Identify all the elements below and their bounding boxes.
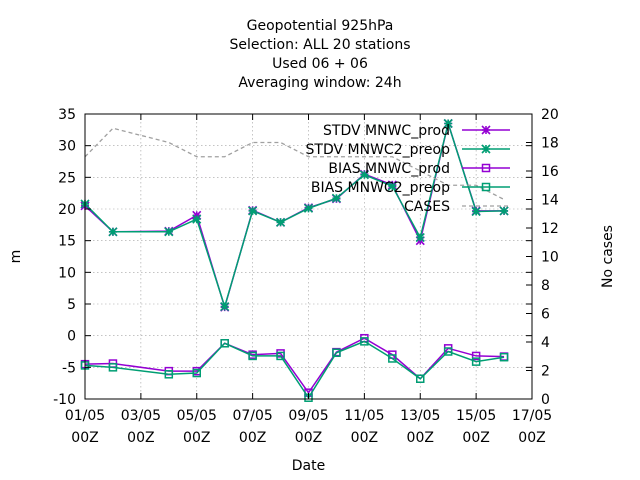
y-tick-label: -10 [53,392,76,408]
legend: STDV MNWC_prod STDV MNWC2_preop BIAS MNWC_… [306,123,510,215]
x-tick-label: 00Z [462,430,489,446]
data-point [360,337,369,346]
y2-tick-label: 16 [541,164,559,180]
data-point [471,357,481,366]
x-tick-label: 03/05 [121,408,161,424]
y-tick-label: 20 [58,202,76,218]
data-point [387,181,397,191]
title-line: Selection: ALL 20 stations [229,37,410,53]
data-point [275,217,286,227]
y2-tick-label: 4 [541,335,550,351]
legend-label: STDV MNWC2_preop [306,142,451,158]
x-tick-label: 15/05 [456,408,496,424]
title-line: Geopotential 925hPa [247,18,394,34]
x-tick-label: 00Z [183,430,210,446]
x-tick-label: 09/05 [288,408,328,424]
data-point [481,144,491,154]
data-point [471,206,481,217]
y-tick-label: 5 [67,297,76,313]
axis-ticks: -10 -5 0 5 10 15 20 25 30 35 0 2 4 6 8 10 12 14 16 18 20 01/0… [53,107,559,446]
data-point [192,214,202,224]
y2-tick-label: 8 [541,278,550,294]
data-point [303,203,314,213]
x-tick-label: 00Z [518,430,545,446]
data-point [108,363,118,372]
title-line: Used 06 + 06 [272,56,368,72]
data-point [164,370,174,379]
y2-tick-label: 12 [541,221,559,237]
data-point [108,227,118,237]
y-tick-label: 25 [58,170,76,186]
y2-tick-label: 2 [541,364,550,380]
x-axis-label: Date [292,458,325,474]
data-point [332,348,341,358]
data-point [359,170,369,180]
y-tick-label: 15 [58,234,76,250]
data-point [276,351,285,361]
data-point [481,125,491,135]
x-tick-label: 00Z [71,430,98,446]
data-point [443,347,453,356]
data-point [415,232,425,243]
data-point [331,193,342,203]
legend-label: STDV MNWC_prod [323,123,450,139]
y-axis-label: m [8,250,24,264]
data-point [164,227,174,237]
series-line [84,127,505,201]
x-tick-label: 17/05 [512,408,552,424]
x-tick-label: 00Z [295,430,322,446]
x-tick-label: 05/05 [177,408,217,424]
x-tick-label: 11/05 [344,408,384,424]
y-tick-label: 0 [67,329,76,345]
x-tick-label: 13/05 [400,408,440,424]
y-tick-label: 10 [58,265,76,281]
y2-tick-label: 20 [541,107,559,123]
data-point [499,352,509,362]
y2-tick-label: 18 [541,136,559,152]
data-point [499,206,509,216]
data-point [192,368,201,378]
legend-label: BIAS MNWC2_preop [311,180,450,196]
y-tick-label: 30 [58,139,76,155]
legend-label: BIAS MNWC_prod [328,161,450,177]
y2-tick-label: 14 [541,193,559,209]
y-tick-label: -5 [62,360,76,376]
x-tick-label: 00Z [407,430,434,446]
x-tick-label: 00Z [351,430,378,446]
y-tick-label: 35 [58,107,76,123]
legend-label: CASES [404,199,450,215]
data-point [248,206,258,216]
y2-tick-label: 0 [541,392,550,408]
x-tick-label: 00Z [239,430,266,446]
chart-title: Geopotential 925hPa Selection: ALL 20 sta… [229,18,410,91]
series-line [84,340,505,400]
y2-tick-label: 6 [541,307,550,323]
data-point [481,163,491,173]
data-point [471,351,481,361]
x-tick-label: 07/05 [232,408,272,424]
x-tick-label: 01/05 [65,408,105,424]
data-point [248,351,257,361]
y2-tick-label: 10 [541,250,559,266]
data-point [220,339,229,348]
data-point [388,354,397,363]
title-line: Averaging window: 24h [238,75,401,91]
series-area [80,118,509,402]
data-point [416,374,425,383]
series-line [84,337,505,394]
y2-axis-label: No cases [600,225,616,288]
data-point [443,118,453,129]
data-point [220,301,230,312]
data-point [481,182,491,192]
x-tick-label: 00Z [127,430,154,446]
